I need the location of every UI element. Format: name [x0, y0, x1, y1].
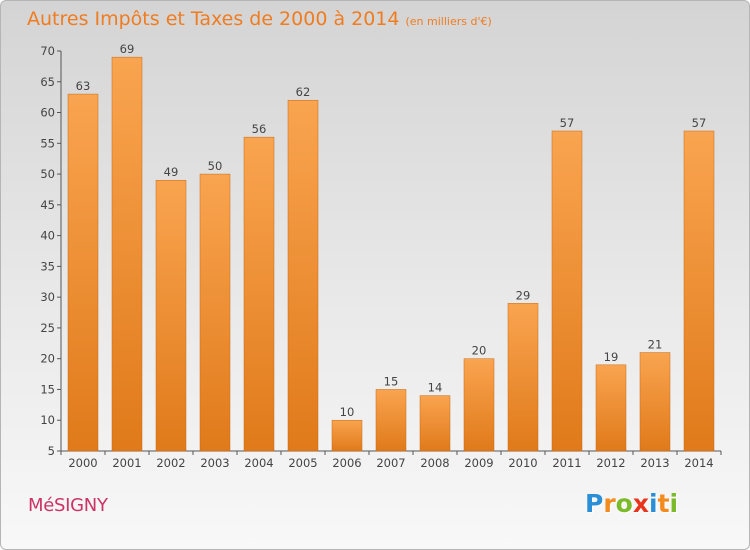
y-tick-label: 55: [40, 136, 55, 150]
y-tick-label: 25: [40, 321, 55, 335]
x-tick-label: 2000: [68, 456, 97, 470]
y-tick-label: 15: [40, 382, 55, 396]
bar-2007: [375, 389, 407, 452]
bar-2010: [507, 303, 539, 452]
bar-2005: [287, 99, 319, 452]
x-tick-label: 2012: [596, 456, 625, 470]
bar-2011: [551, 130, 583, 452]
y-tick-label: 35: [40, 259, 55, 273]
y-tick-label: 70: [40, 44, 55, 58]
logo-letter: i: [649, 489, 658, 518]
bar-2002: [155, 179, 187, 452]
bar-2004: [243, 136, 275, 452]
logo-letter: i: [669, 489, 679, 518]
x-tick-label: 2007: [376, 456, 405, 470]
title-text: Autres Impôts et Taxes de 2000 à 2014: [27, 8, 400, 30]
logo-letter: P: [585, 489, 604, 518]
x-tick-label: 2003: [200, 456, 229, 470]
x-tick-label: 2004: [244, 456, 273, 470]
x-tick-label: 2006: [332, 456, 361, 470]
y-tick-label: 30: [40, 290, 55, 304]
bar-value-label: 19: [604, 350, 619, 364]
bar-value-label: 29: [516, 288, 531, 302]
y-tick-label: 65: [40, 75, 55, 89]
bar-value-label: 21: [648, 338, 663, 352]
chart-title: Autres Impôts et Taxes de 2000 à 2014 (en…: [27, 8, 492, 30]
bar-2012: [595, 364, 627, 452]
bar-2013: [639, 352, 671, 452]
bar-value-label: 69: [120, 42, 135, 56]
bar-value-label: 15: [384, 374, 399, 388]
bar-2006: [331, 419, 363, 452]
bar-2003: [199, 173, 231, 452]
logo-letter: t: [657, 489, 670, 518]
y-tick-label: 20: [40, 352, 55, 366]
bar-value-label: 57: [560, 116, 575, 130]
bar-2001: [111, 56, 143, 452]
bar-2014: [683, 130, 715, 452]
y-tick-label: 45: [40, 198, 55, 212]
logo-letter: o: [615, 489, 633, 518]
y-tick-label: 40: [40, 229, 55, 243]
x-tick-label: 2009: [464, 456, 493, 470]
logo-letter: x: [632, 489, 649, 518]
bar-value-label: 63: [76, 79, 91, 93]
proxiti-logo: Proxiti: [585, 489, 678, 518]
y-tick-label: 10: [40, 413, 55, 427]
bar-2008: [419, 395, 451, 452]
x-tick-label: 2011: [552, 456, 581, 470]
axes: 5 10 15 20 25 30 35 40 45 50 55 60 65 70 2000 2001 2002 2…: [40, 44, 722, 470]
chart-subtitle: (en milliers d'€): [405, 15, 492, 28]
bar-2000: [67, 93, 99, 452]
bar-value-label: 50: [208, 159, 223, 173]
place-name: MéSIGNY: [28, 495, 108, 516]
bar-2009: [463, 358, 495, 452]
x-tick-label: 2014: [684, 456, 713, 470]
y-tick-label: 5: [48, 444, 55, 458]
y-tick-label: 50: [40, 167, 55, 181]
x-tick-label: 2001: [112, 456, 141, 470]
bar-value-label: 14: [428, 381, 443, 395]
x-tick-label: 2010: [508, 456, 537, 470]
bar-value-label: 10: [340, 405, 355, 419]
bar-value-label: 49: [164, 165, 179, 179]
logo-letter: r: [603, 489, 616, 518]
x-tick-label: 2002: [156, 456, 185, 470]
bar-value-label: 56: [252, 122, 267, 136]
bar-value-label: 20: [472, 344, 487, 358]
bar-value-label: 57: [692, 116, 707, 130]
x-tick-label: 2013: [640, 456, 669, 470]
y-tick-label: 60: [40, 106, 55, 120]
x-tick-label: 2008: [420, 456, 449, 470]
x-tick-label: 2005: [288, 456, 317, 470]
bars: 63 69 49 50 56 62 10 15 14 20 29 57 19 21 57: [67, 42, 715, 452]
bar-value-label: 62: [296, 85, 311, 99]
